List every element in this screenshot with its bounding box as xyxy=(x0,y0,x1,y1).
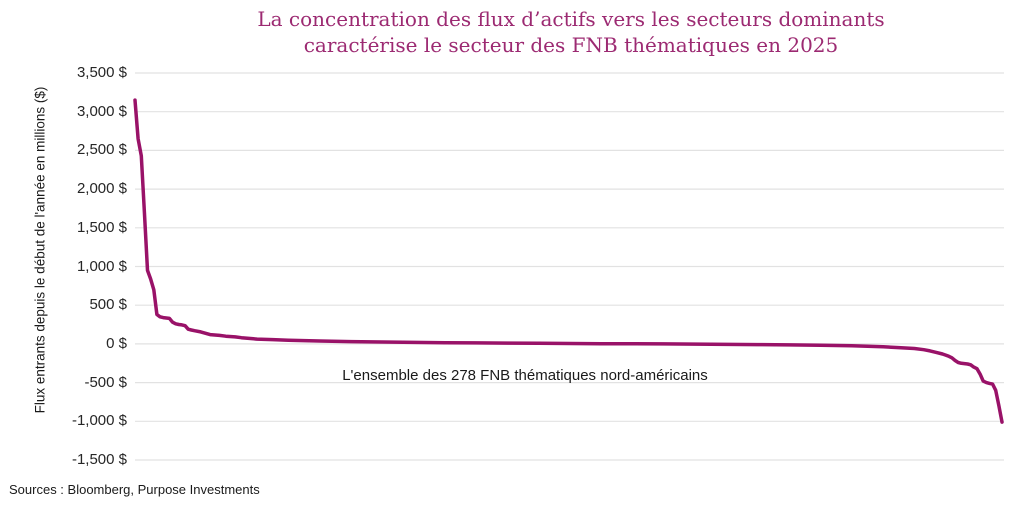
y-tick-label: 500 $ xyxy=(89,296,127,314)
gridlines xyxy=(135,72,1004,461)
y-tick-label: 3,500 $ xyxy=(76,64,127,81)
y-tick-label: 0 $ xyxy=(106,334,127,352)
y-tick-label: 2,500 $ xyxy=(76,141,127,159)
flows-series-line xyxy=(133,98,1004,424)
chart-title-line2: caractérise le secteur des FNB thématiqu… xyxy=(303,33,839,57)
y-tick-label: 1,500 $ xyxy=(76,218,127,236)
y-tick-label: 2,000 $ xyxy=(76,180,127,198)
y-tick-label: 1,000 $ xyxy=(76,257,127,275)
chart-title-line1: La concentration des flux d’actifs vers … xyxy=(257,7,885,31)
chart-title: La concentration des flux d’actifs vers … xyxy=(118,6,1024,58)
series-annotation: L'ensemble des 278 FNB thématiques nord-… xyxy=(342,367,708,384)
y-tick-label: 3,000 $ xyxy=(76,102,127,120)
y-tick-label: -1,000 $ xyxy=(71,412,127,430)
source-note: Sources : Bloomberg, Purpose Investments xyxy=(9,482,260,497)
y-tick-label: -1,500 $ xyxy=(71,451,127,468)
y-tick-label: -500 $ xyxy=(84,373,127,391)
